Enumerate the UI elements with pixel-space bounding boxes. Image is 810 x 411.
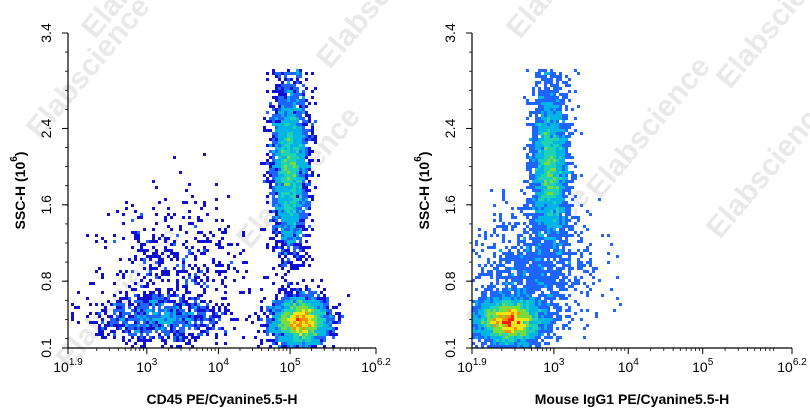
y-tick-label: 3.4 — [442, 23, 458, 43]
y-tick-label: 1.6 — [442, 195, 458, 215]
x-axis-title: Mouse IgG1 PE/Cyanine5.5-H — [535, 391, 730, 407]
y-tick-label: 0.1 — [38, 338, 54, 358]
watermark-text: Elabscience — [700, 90, 810, 244]
y-tick-label: 1.6 — [38, 195, 54, 215]
y-tick-label: 3.4 — [38, 23, 54, 43]
y-tick-label: 2.4 — [38, 119, 54, 139]
x-tick-label: 106.2 — [777, 357, 807, 375]
event-dots — [472, 69, 622, 348]
scatter-panel-isotype: 0.1 0.8 1.6 2.4 3.4 101.9 103 104 105 106.2 Mouse … — [413, 23, 808, 407]
x-tick-label: 105 — [279, 357, 301, 375]
x-tick-label: 101.9 — [457, 357, 487, 375]
watermark-text: Elabscience — [500, 0, 637, 44]
x-tick-label: 103 — [543, 357, 565, 375]
watermark-text: Elabscience — [580, 50, 717, 204]
watermark-text: Elabscience — [310, 0, 447, 74]
y-axis-title: SSC-H (106) — [413, 152, 433, 230]
x-tick-label: 101.9 — [53, 357, 83, 375]
y-axis-title: SSC-H (106) — [9, 152, 29, 230]
y-tick-label: 0.8 — [38, 271, 54, 291]
x-tick-label: 104 — [618, 357, 640, 375]
x-axis-title: CD45 PE/Cyanine5.5-H — [147, 391, 298, 407]
y-tick-label: 2.4 — [442, 119, 458, 139]
x-tick-label: 105 — [692, 357, 714, 375]
event-dots — [71, 69, 350, 348]
scatter-panel-cd45: 0.1 0.8 1.6 2.4 3.4 101.9 103 104 105 106.2 CD45 P… — [9, 23, 392, 407]
watermark-text: Elabscience — [710, 0, 810, 94]
x-tick-label: 104 — [208, 357, 230, 375]
y-tick-label: 0.1 — [442, 338, 458, 358]
y-tick-label: 0.8 — [442, 271, 458, 291]
x-tick-label: 106.2 — [361, 357, 391, 375]
x-tick-label: 103 — [136, 357, 158, 375]
